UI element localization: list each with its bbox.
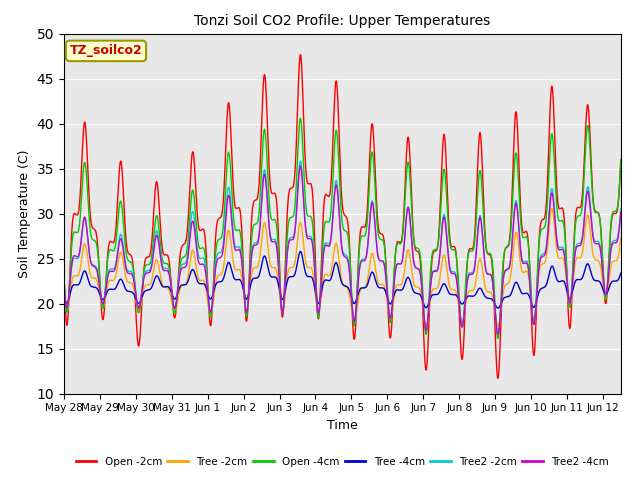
Text: TZ_soilco2: TZ_soilco2 (70, 44, 142, 58)
Y-axis label: Soil Temperature (C): Soil Temperature (C) (18, 149, 31, 278)
Title: Tonzi Soil CO2 Profile: Upper Temperatures: Tonzi Soil CO2 Profile: Upper Temperatur… (195, 14, 490, 28)
Legend: Open -2cm, Tree -2cm, Open -4cm, Tree -4cm, Tree2 -2cm, Tree2 -4cm: Open -2cm, Tree -2cm, Open -4cm, Tree -4… (72, 453, 613, 471)
X-axis label: Time: Time (327, 419, 358, 432)
